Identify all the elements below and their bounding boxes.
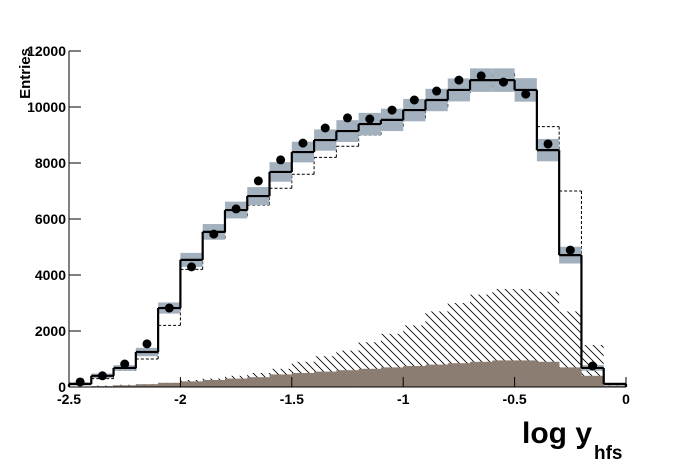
plot-area bbox=[67, 50, 628, 388]
dashed-histogram-fill bbox=[180, 269, 203, 387]
data-point bbox=[498, 77, 508, 87]
data-point bbox=[187, 262, 197, 272]
filled-bin bbox=[425, 364, 449, 387]
filled-bin bbox=[581, 375, 605, 387]
x-tick-label: -1.5 bbox=[280, 391, 304, 407]
dashed-histogram-fill bbox=[291, 174, 315, 387]
filled-bin bbox=[403, 366, 426, 387]
dashed-histogram-fill bbox=[91, 378, 114, 387]
filled-bin bbox=[380, 367, 404, 387]
filled-bin bbox=[314, 371, 337, 387]
y-tick-label: 4000 bbox=[35, 267, 66, 283]
data-point bbox=[276, 155, 286, 165]
dashed-histogram-fill bbox=[403, 118, 426, 387]
y-tick-label: 0 bbox=[58, 379, 66, 395]
data-point bbox=[209, 229, 219, 239]
filled-bin bbox=[336, 370, 359, 387]
data-point bbox=[120, 359, 130, 369]
data-point bbox=[343, 113, 352, 123]
filled-bin bbox=[559, 367, 582, 387]
data-point bbox=[588, 361, 598, 371]
data-point bbox=[387, 105, 397, 115]
dashed-histogram-fill bbox=[380, 126, 404, 387]
dashed-histogram-fill bbox=[269, 188, 292, 387]
dashed-histogram-fill bbox=[247, 205, 270, 387]
data-point bbox=[97, 371, 107, 381]
filled-bin bbox=[358, 368, 382, 387]
y-tick-label: 6000 bbox=[35, 211, 66, 227]
filled-bin bbox=[202, 380, 226, 387]
data-point bbox=[253, 176, 263, 186]
dashed-histogram-fill bbox=[158, 325, 181, 387]
x-tick-label: -2 bbox=[174, 391, 187, 407]
filled-bin bbox=[180, 381, 203, 387]
data-point bbox=[142, 339, 152, 349]
x-tick-label: -2.5 bbox=[57, 391, 81, 407]
filled-bin bbox=[247, 377, 270, 387]
data-point bbox=[231, 204, 241, 214]
data-point bbox=[164, 303, 174, 313]
data-point bbox=[320, 123, 330, 133]
x-axis-title: log y bbox=[522, 417, 592, 450]
x-tick-label: -0.5 bbox=[503, 391, 527, 407]
filled-bin bbox=[113, 385, 137, 387]
data-point bbox=[298, 138, 308, 148]
dashed-histogram-fill bbox=[202, 238, 225, 387]
y-tick-label: 2000 bbox=[35, 323, 66, 339]
dashed-histogram-fill bbox=[314, 157, 337, 387]
filled-bin bbox=[135, 384, 159, 387]
data-point bbox=[432, 86, 442, 96]
data-point bbox=[476, 71, 486, 81]
filled-bin bbox=[470, 361, 493, 387]
dashed-histogram-fill bbox=[336, 146, 359, 387]
dashed-histogram-fill bbox=[113, 370, 136, 387]
data-point bbox=[565, 245, 575, 255]
x-tick-label: -1 bbox=[397, 391, 410, 407]
y-axis-title: Entries bbox=[17, 48, 34, 99]
data-point bbox=[521, 89, 531, 99]
data-point bbox=[543, 139, 553, 149]
dashed-histogram-fill bbox=[224, 216, 248, 387]
filled-bin bbox=[269, 374, 293, 387]
data-point bbox=[409, 95, 419, 105]
filled-bin bbox=[224, 378, 248, 387]
filled-bin bbox=[158, 382, 181, 387]
data-point bbox=[365, 114, 375, 124]
dashed-histogram-fill bbox=[135, 359, 159, 387]
data-point bbox=[75, 377, 85, 387]
y-tick-label: 8000 bbox=[35, 155, 66, 171]
x-tick-label: 0 bbox=[622, 391, 630, 407]
filled-bin bbox=[291, 373, 315, 387]
filled-bin bbox=[603, 385, 627, 387]
y-tick-label: 10000 bbox=[27, 99, 66, 115]
y-tick-label: 12000 bbox=[27, 43, 66, 59]
filled-bin bbox=[514, 360, 538, 387]
filled-bin bbox=[447, 363, 471, 387]
filled-bin bbox=[492, 360, 515, 387]
data-point bbox=[454, 75, 464, 85]
x-axis-title-subscript: hfs bbox=[594, 443, 623, 464]
dashed-histogram-fill bbox=[358, 135, 381, 387]
filled-bin bbox=[536, 361, 560, 387]
